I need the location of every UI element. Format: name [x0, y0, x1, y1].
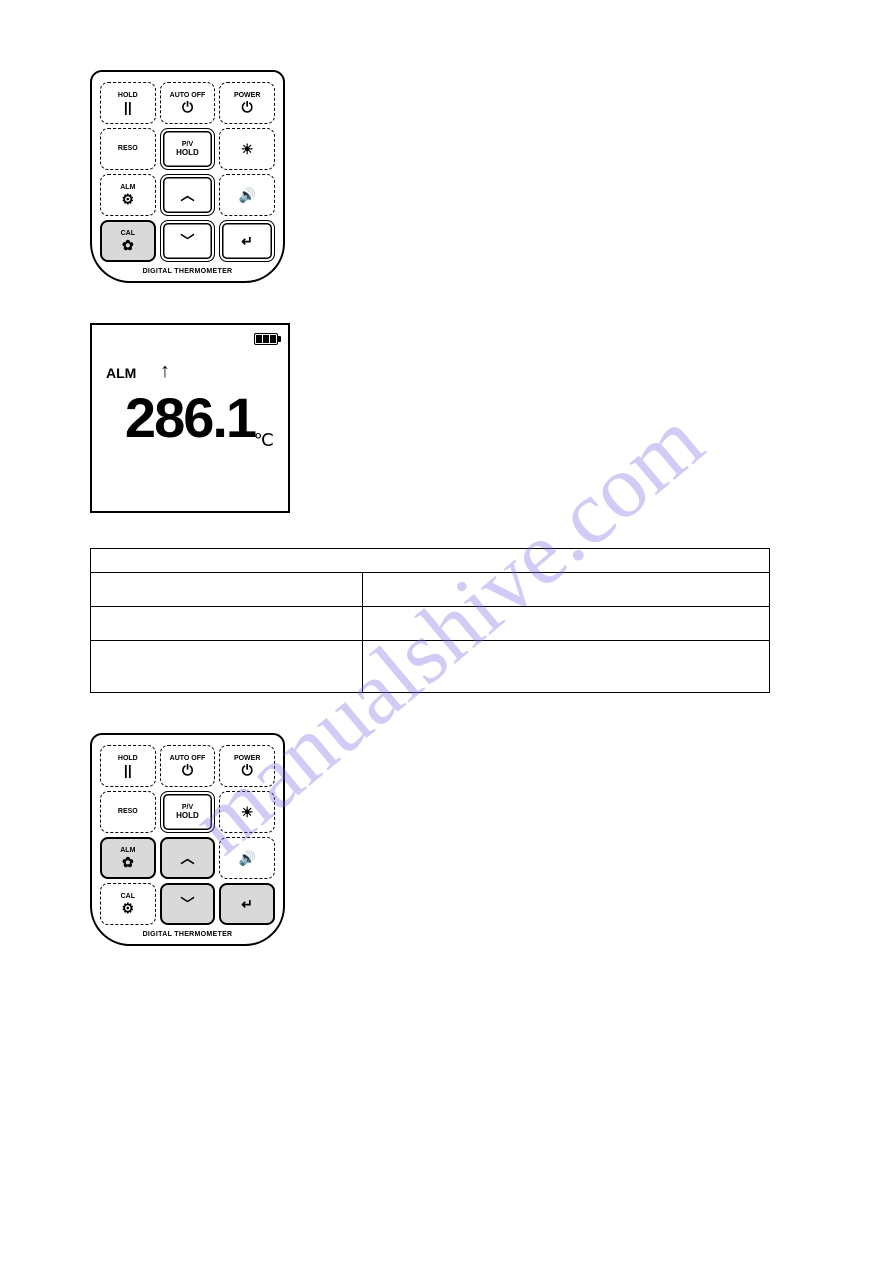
table-cell — [362, 607, 769, 641]
key-icon: || — [124, 763, 132, 777]
keypad-key: CAL⚙ — [100, 883, 156, 925]
key-top-label: AUTO OFF — [170, 92, 206, 99]
key-top-label: RESO — [118, 145, 138, 152]
keypad-key: ﹀ — [160, 883, 216, 925]
table-cell — [362, 573, 769, 607]
key-icon: ⏻ — [182, 100, 193, 114]
keypad-key: ↵ — [219, 220, 275, 262]
key-icon: ⚙ — [122, 192, 135, 206]
key-icon: ↵ — [241, 234, 253, 248]
keypad-key: ALM⚙ — [100, 174, 156, 216]
key-top-label: CAL — [121, 230, 135, 237]
key-icon: HOLD — [176, 149, 199, 157]
lcd-display: ALM ↑ 286.1 ℃ — [90, 323, 290, 513]
alm-label: ALM — [106, 365, 136, 381]
key-top-label: RESO — [118, 808, 138, 815]
key-top-label: P/V — [182, 804, 193, 811]
keypad-key: ︿ — [160, 174, 216, 216]
keypad-key: ︿ — [160, 837, 216, 879]
key-icon: ✿ — [122, 238, 134, 252]
key-top-label: P/V — [182, 141, 193, 148]
key-icon: ︿ — [180, 851, 194, 865]
key-icon: ☀ — [241, 142, 254, 156]
keypad-key: POWER⏻ — [219, 82, 275, 124]
key-top-label: ALM — [120, 847, 135, 854]
keypad-key: AUTO OFF⏻ — [160, 82, 216, 124]
key-icon: ⏻ — [242, 100, 253, 114]
table-row — [91, 641, 770, 693]
keypad-diagram-1: HOLD||AUTO OFF⏻POWER⏻RESOP/VHOLD☀ALM⚙︿🔊C… — [90, 70, 285, 283]
keypad-key: HOLD|| — [100, 82, 156, 124]
key-icon: ⏻ — [242, 763, 253, 777]
key-icon: ⏻ — [182, 763, 193, 777]
keypad-key: HOLD|| — [100, 745, 156, 787]
key-icon: ﹀ — [180, 897, 194, 911]
key-icon: || — [124, 100, 132, 114]
keypad-key: RESO — [100, 128, 156, 170]
table-row — [91, 607, 770, 641]
key-top-label: POWER — [234, 755, 260, 762]
key-top-label: POWER — [234, 92, 260, 99]
table-cell — [91, 607, 363, 641]
key-top-label: CAL — [121, 893, 135, 900]
key-icon: ﹀ — [180, 234, 194, 248]
data-table — [90, 548, 770, 693]
table-cell — [91, 573, 363, 607]
key-icon: HOLD — [176, 812, 199, 820]
key-top-label: ALM — [120, 184, 135, 191]
temperature-unit: ℃ — [254, 430, 274, 451]
table-cell — [91, 549, 770, 573]
keypad-footer-2: DIGITAL THERMOMETER — [100, 931, 275, 938]
table-row — [91, 573, 770, 607]
key-icon: 🔊 — [238, 851, 255, 865]
key-icon: 🔊 — [238, 188, 255, 202]
keypad-key: CAL✿ — [100, 220, 156, 262]
keypad-key: ALM✿ — [100, 837, 156, 879]
keypad-key: 🔊 — [219, 837, 275, 879]
keypad-footer-1: DIGITAL THERMOMETER — [100, 268, 275, 275]
key-top-label: HOLD — [118, 755, 138, 762]
key-icon: ☀ — [241, 805, 254, 819]
key-icon: ↵ — [241, 897, 253, 911]
key-icon: ⚙ — [122, 901, 135, 915]
table-cell — [91, 641, 363, 693]
keypad-diagram-2: HOLD||AUTO OFF⏻POWER⏻RESOP/VHOLD☀ALM✿︿🔊C… — [90, 733, 285, 946]
keypad-key: 🔊 — [219, 174, 275, 216]
keypad-key: ﹀ — [160, 220, 216, 262]
keypad-key: ↵ — [219, 883, 275, 925]
key-icon: ✿ — [122, 855, 134, 869]
table-row — [91, 549, 770, 573]
keypad-key: POWER⏻ — [219, 745, 275, 787]
table-cell — [362, 641, 769, 693]
battery-icon — [254, 333, 278, 345]
keypad-key: RESO — [100, 791, 156, 833]
keypad-key: P/VHOLD — [160, 791, 216, 833]
keypad-key: ☀ — [219, 128, 275, 170]
keypad-key: ☀ — [219, 791, 275, 833]
keypad-key: P/VHOLD — [160, 128, 216, 170]
key-top-label: HOLD — [118, 92, 138, 99]
key-top-label: AUTO OFF — [170, 755, 206, 762]
key-icon: ︿ — [180, 188, 194, 202]
keypad-key: AUTO OFF⏻ — [160, 745, 216, 787]
arrow-up-icon: ↑ — [160, 360, 170, 383]
